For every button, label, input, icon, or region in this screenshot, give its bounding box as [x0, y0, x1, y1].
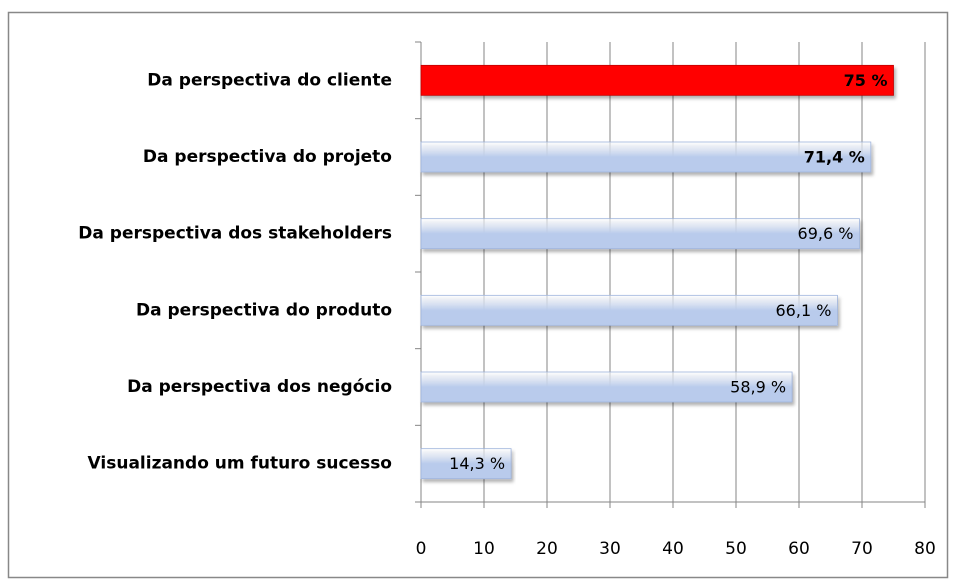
x-tick-label: 60 [788, 539, 810, 559]
x-tick-label: 80 [914, 539, 936, 559]
x-tick-label: 0 [416, 539, 427, 559]
category-label: Da perspectiva do projeto [143, 147, 392, 167]
x-tick-label: 50 [725, 539, 747, 559]
value-label: 66,1 % [776, 301, 832, 320]
category-label: Da perspectiva dos negócio [127, 377, 392, 397]
bar [420, 141, 872, 173]
value-label: 71,4 % [804, 148, 865, 167]
x-tick-label: 10 [473, 539, 495, 559]
bar [420, 218, 860, 250]
category-label: Da perspectiva do cliente [147, 70, 392, 90]
value-label: 75 % [844, 71, 888, 90]
value-label: 14,3 % [449, 454, 505, 473]
x-tick-label: 30 [599, 539, 621, 559]
bar [420, 448, 512, 480]
category-label: Visualizando um futuro sucesso [88, 454, 392, 474]
category-label: Da perspectiva dos stakeholders [78, 224, 392, 244]
bar [420, 294, 838, 326]
value-label: 58,9 % [730, 378, 786, 397]
category-label: Da perspectiva do produto [136, 300, 392, 320]
bar [420, 371, 793, 403]
value-label: 69,6 % [798, 224, 854, 243]
x-tick-label: 70 [851, 539, 873, 559]
x-tick-label: 40 [662, 539, 684, 559]
x-tick-label: 20 [536, 539, 558, 559]
bar [420, 64, 894, 96]
